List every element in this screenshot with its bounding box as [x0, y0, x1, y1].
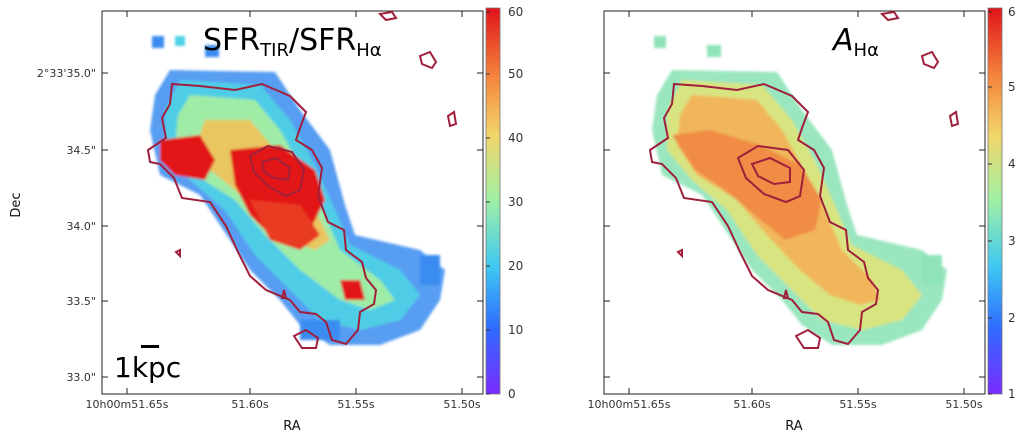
y-axis-label: Dec [9, 192, 24, 217]
x-tick-label: 51.55s [839, 398, 876, 411]
x-tick-label: 10h00m51.65s [588, 398, 671, 411]
colorbar-tick-label: 6 [1008, 5, 1016, 19]
heatmap-blobs [150, 36, 445, 345]
y-tick-label: 34.0" [66, 220, 96, 233]
colorbar-tick-label: 3 [1008, 234, 1016, 248]
y-tick-label: 33.5" [66, 295, 96, 308]
contour-lines [146, 10, 458, 349]
x-ticks [126, 11, 463, 394]
heatmap-blobs [652, 36, 947, 345]
colorbar-tick-label: 4 [1008, 157, 1016, 171]
colorbar [987, 7, 1003, 395]
x-tick-label: 51.50s [443, 398, 480, 411]
colorbar [485, 7, 501, 395]
colorbar-tick-label: 60 [508, 5, 523, 19]
y-tick-label: 2°33'35.0" [37, 67, 96, 80]
x-tick-label: 51.55s [337, 398, 374, 411]
x-tick-label: 51.60s [231, 398, 268, 411]
colorbar-tick-label: 0 [508, 387, 516, 401]
x-tick-label: 10h00m51.65s [86, 398, 169, 411]
y-ticks [604, 72, 985, 378]
colorbar-ticks [988, 11, 992, 395]
colorbar-ticks [486, 11, 490, 395]
y-tick-label: 34.5" [66, 144, 96, 157]
x-tick-label: 51.50s [945, 398, 982, 411]
colorbar-tick-label: 1 [1008, 387, 1016, 401]
y-ticks [102, 72, 483, 378]
panel-sfr-ratio: 10h00m51.65s 51.60s 51.55s 51.50s 2°33'3… [9, 5, 523, 434]
colorbar-tick-label: 10 [508, 323, 523, 337]
panel-extinction: 10h00m51.65s 51.60s 51.55s 51.50s RA AHα… [588, 5, 1016, 434]
panel-title: AHα [831, 23, 879, 61]
colorbar-tick-label: 20 [508, 259, 523, 273]
colorbar-tick-label: 5 [1008, 80, 1016, 94]
scale-bar-label: 1kpc [114, 351, 181, 384]
colorbar-tick-label: 50 [508, 67, 523, 81]
panel-title: SFRTIR/SFRHα [203, 23, 382, 61]
x-tick-label: 51.60s [733, 398, 770, 411]
x-ticks [628, 11, 965, 394]
x-axis-label: RA [785, 419, 803, 434]
colorbar-tick-label: 2 [1008, 311, 1016, 325]
y-tick-label: 33.0" [66, 371, 96, 384]
colorbar-tick-label: 40 [508, 131, 523, 145]
colorbar-tick-label: 30 [508, 195, 523, 209]
contour-lines [648, 10, 960, 349]
scale-bar [141, 345, 159, 348]
x-axis-label: RA [283, 419, 301, 434]
